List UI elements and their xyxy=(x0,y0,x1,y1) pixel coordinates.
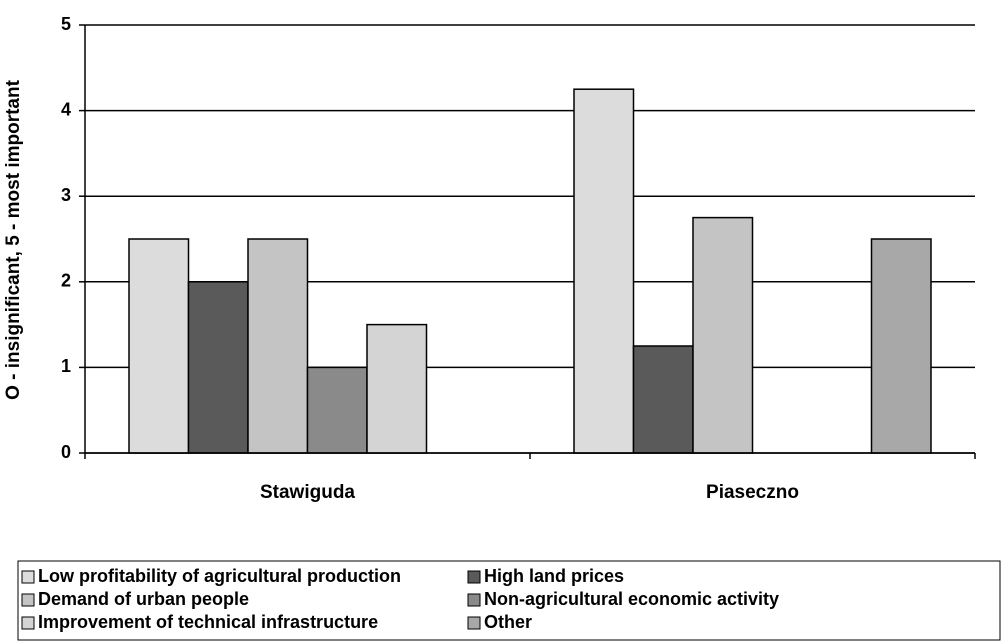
legend-swatch xyxy=(467,616,481,630)
bar xyxy=(306,366,368,454)
bar xyxy=(573,88,635,454)
legend-label: Non-agricultural economic activity xyxy=(484,589,779,609)
legend-label: Improvement of technical infrastructure xyxy=(38,612,378,632)
bar xyxy=(870,238,932,454)
bar xyxy=(692,216,754,454)
x-tick-label: Piaseczno xyxy=(706,482,799,503)
legend-label: High land prices xyxy=(484,566,624,586)
legend-swatch xyxy=(467,593,481,607)
y-tick-label: 0 xyxy=(61,442,71,462)
legend-swatch xyxy=(21,593,35,607)
legend-label: Other xyxy=(484,612,532,632)
legend-swatch xyxy=(21,570,35,584)
bar xyxy=(187,281,249,454)
legend-swatch xyxy=(21,616,35,630)
legend-swatch xyxy=(467,570,481,584)
legend-box xyxy=(17,560,1001,641)
y-tick-label: 1 xyxy=(61,356,71,376)
x-tick-label: Stawiguda xyxy=(260,482,355,503)
y-tick-label: 5 xyxy=(61,14,71,34)
y-tick-label: 3 xyxy=(61,185,71,205)
legend-label: Demand of urban people xyxy=(38,589,249,609)
y-axis-label: O - insignificant, 5 - most important xyxy=(3,79,24,400)
legend-label: Low profitability of agricultural produc… xyxy=(38,566,401,586)
y-tick-label: 2 xyxy=(61,271,71,291)
bar xyxy=(247,238,309,454)
bar xyxy=(366,323,428,454)
y-tick-label: 4 xyxy=(61,99,71,119)
bar xyxy=(632,345,694,454)
bar xyxy=(128,238,190,454)
